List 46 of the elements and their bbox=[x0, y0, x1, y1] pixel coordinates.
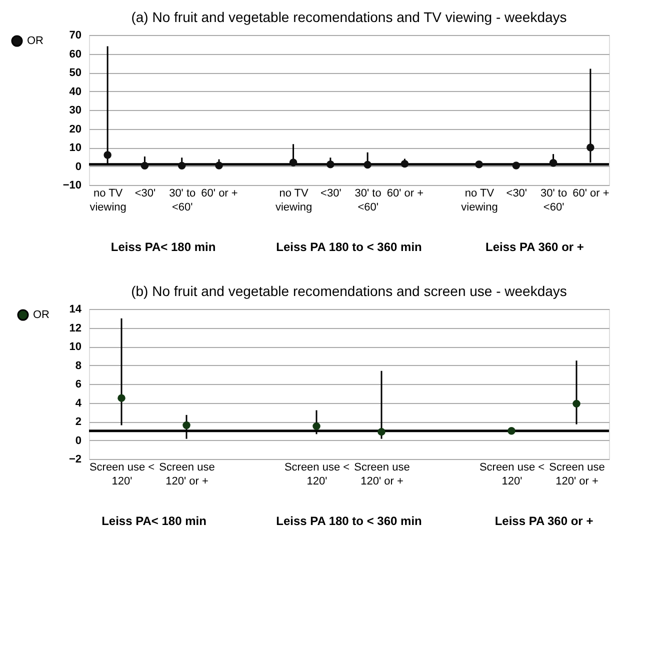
y-tick-label: 0 bbox=[75, 434, 82, 447]
x-tick-label: 60' or + bbox=[386, 188, 424, 200]
y-tick-label: 30 bbox=[69, 104, 82, 116]
text: Leiss PA 180 to < 360 min bbox=[276, 514, 422, 528]
legend-label: OR bbox=[33, 309, 50, 321]
x-tick-label: 30' to <60' bbox=[169, 188, 196, 214]
y-tick-label: 2 bbox=[75, 416, 82, 428]
y-tick-label: 10 bbox=[69, 341, 82, 353]
x-tick-label: <30' bbox=[320, 188, 342, 200]
x-tick-label: 60' or + bbox=[572, 188, 610, 200]
y-tick-label: 12 bbox=[69, 322, 82, 334]
y-tick-label: 14 bbox=[69, 304, 82, 316]
x-tick-label: 30' to <60' bbox=[540, 188, 568, 214]
y-tick-label: −10 bbox=[62, 180, 82, 192]
x-tick-label: no TV viewing bbox=[275, 188, 312, 214]
chart-title: (a) No fruit and vegetable recomendations and TV viewing - weekdays bbox=[131, 9, 567, 25]
text: Leiss PA 360 or + bbox=[486, 240, 584, 254]
y-tick-label: 40 bbox=[69, 86, 82, 98]
x-tick-label: Screen use 120' or + bbox=[354, 462, 410, 488]
y-tick-label: 70 bbox=[69, 30, 82, 42]
y-tick-label: 60 bbox=[69, 48, 82, 60]
y-tick-label: −2 bbox=[68, 454, 82, 466]
y-tick-label: 4 bbox=[75, 397, 82, 410]
x-tick-label: 30' to <60' bbox=[354, 188, 382, 214]
y-tick-label: 0 bbox=[75, 160, 82, 173]
x-tick-label: Screen use < 120' bbox=[89, 462, 155, 488]
y-tick-label: 6 bbox=[75, 378, 82, 390]
chart-title: (b) No fruit and vegetable recomendations and screen use - weekdays bbox=[131, 283, 567, 299]
text: Leiss PA< 180 min bbox=[110, 240, 216, 254]
text: Leiss PA< 180 min bbox=[102, 514, 206, 528]
x-tick-label: Screen use 120' or + bbox=[159, 462, 215, 488]
y-tick-label: 50 bbox=[69, 67, 82, 79]
x-tick-label: 60' or + bbox=[201, 188, 238, 200]
y-tick-label: 20 bbox=[69, 123, 82, 136]
text: Leiss PA 360 or + bbox=[494, 514, 594, 528]
x-tick-label: Screen use < 120' bbox=[284, 462, 350, 488]
x-tick-label: <30' bbox=[506, 188, 528, 200]
legend-label: OR bbox=[27, 35, 44, 47]
x-tick-label: no TV viewing bbox=[461, 188, 498, 214]
x-tick-label: Screen use 120' or + bbox=[549, 462, 605, 488]
text: Leiss PA 180 to < 360 min bbox=[276, 240, 422, 254]
x-tick-label: no TV viewing bbox=[90, 188, 126, 214]
y-tick-label: 10 bbox=[69, 142, 82, 154]
y-tick-label: 8 bbox=[75, 360, 82, 372]
x-tick-label: <30' bbox=[134, 188, 156, 200]
x-tick-label: Screen use < 120' bbox=[479, 462, 545, 488]
